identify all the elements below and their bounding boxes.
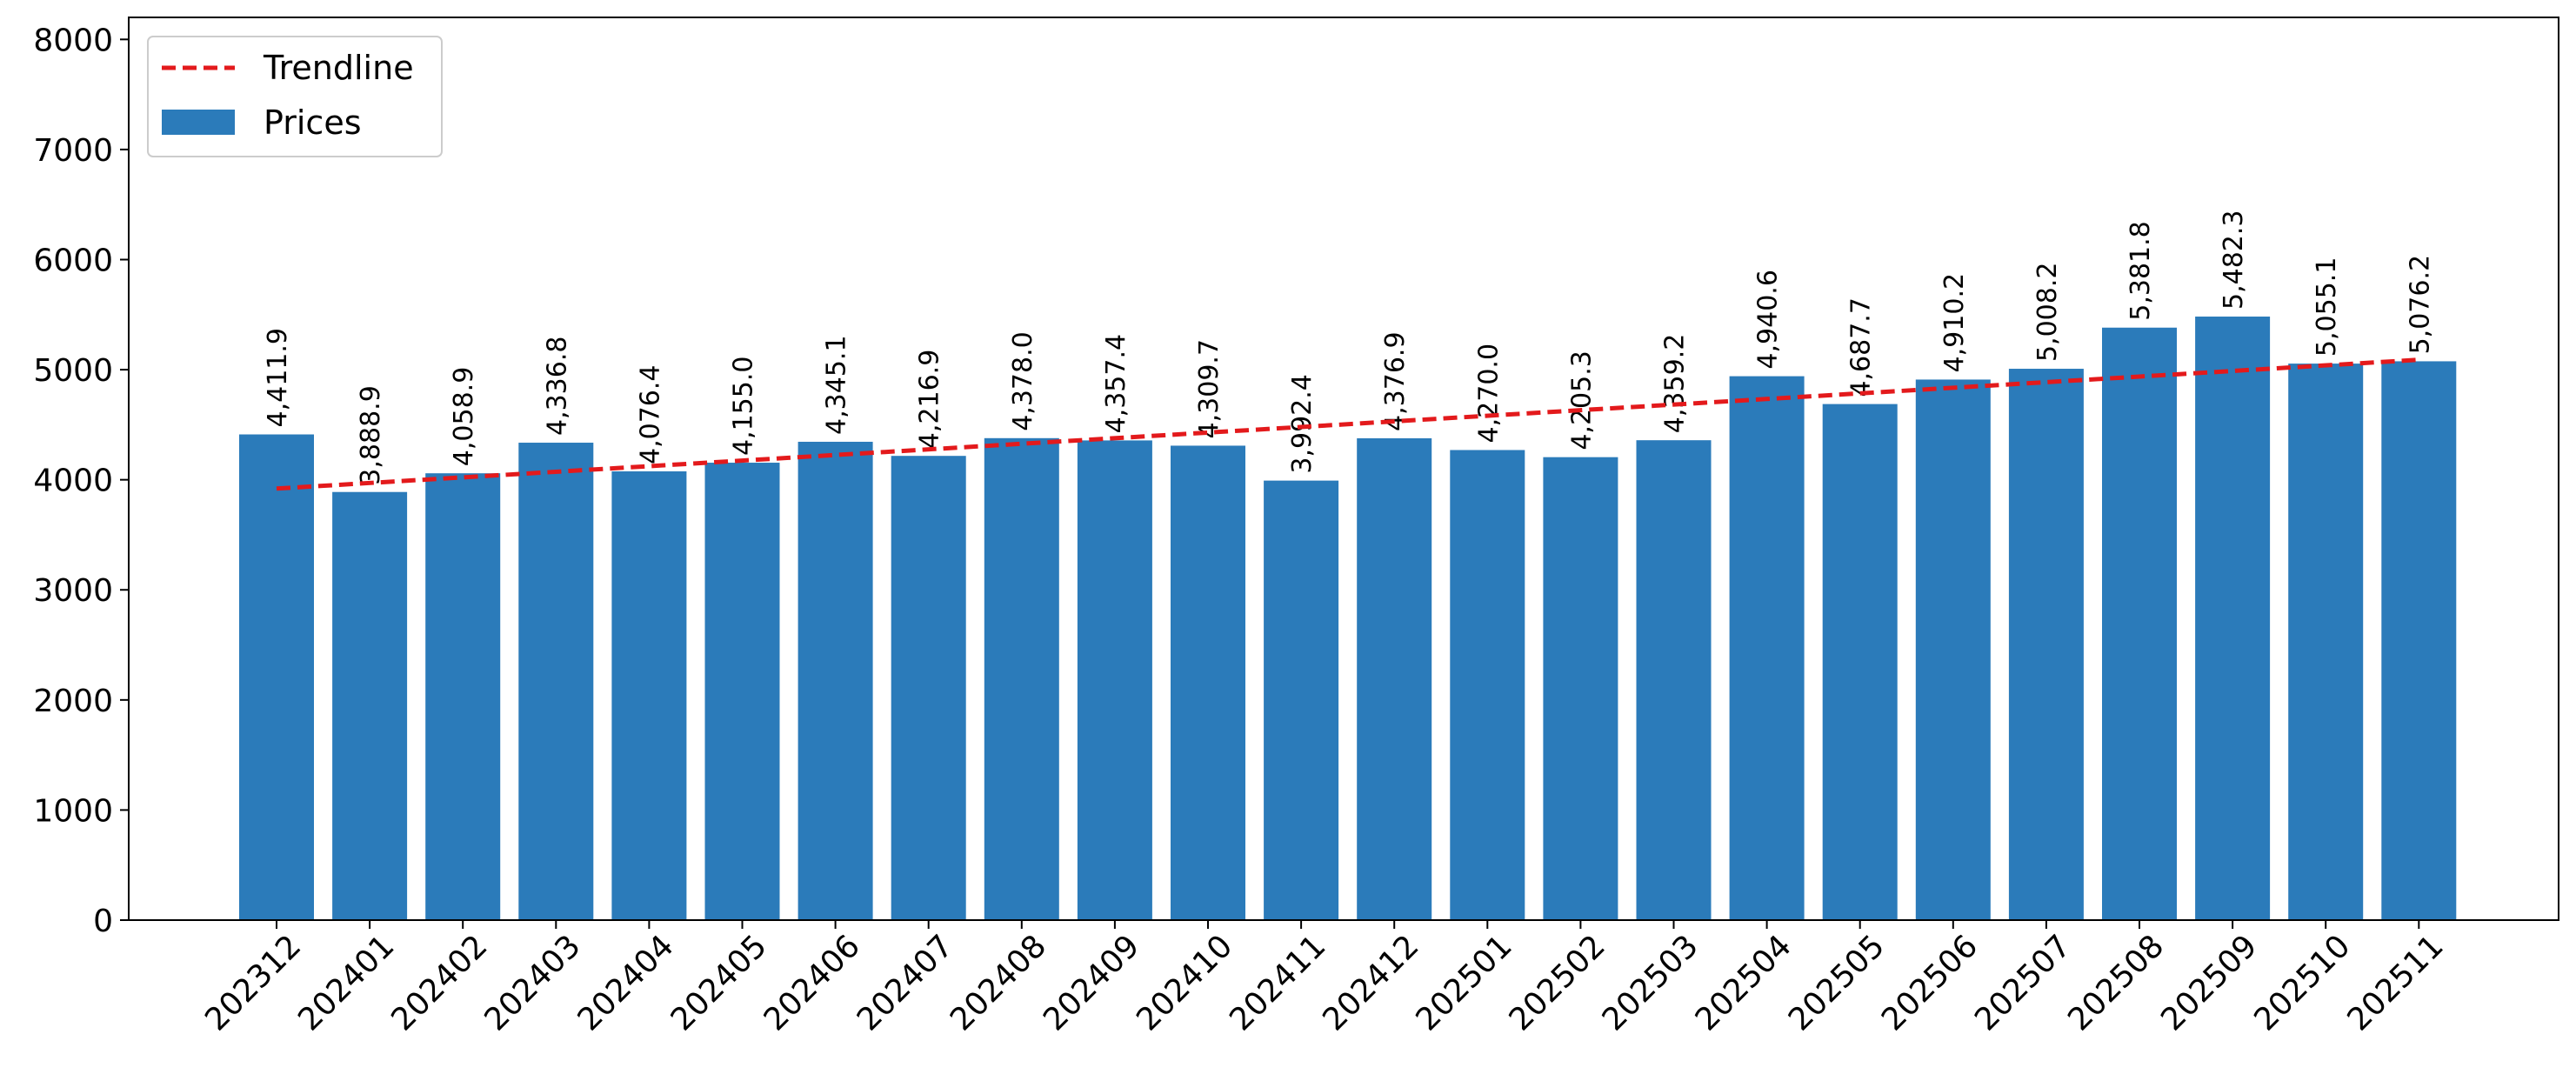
bar bbox=[1915, 379, 1991, 920]
bar-value-label: 4,411.9 bbox=[263, 328, 293, 428]
y-tick-label: 1000 bbox=[33, 793, 113, 829]
bar bbox=[2195, 317, 2271, 920]
legend-trendline-label: Trendline bbox=[263, 49, 414, 87]
bar bbox=[1822, 404, 1898, 920]
trendline bbox=[276, 357, 2419, 491]
legend-prices-swatch bbox=[162, 110, 235, 135]
plot-frame bbox=[128, 17, 2559, 921]
bar bbox=[797, 441, 873, 920]
y-tick-label: 5000 bbox=[33, 353, 113, 389]
bar bbox=[239, 434, 314, 920]
bar-value-label: 4,357.4 bbox=[1101, 334, 1131, 434]
bar bbox=[518, 443, 594, 920]
bar-value-label: 4,270.0 bbox=[1473, 344, 1504, 444]
bar bbox=[332, 491, 408, 920]
bar-value-label: 4,205.3 bbox=[1566, 350, 1597, 450]
bar-value-label: 4,910.2 bbox=[1939, 273, 1970, 373]
bar bbox=[984, 437, 1059, 920]
bar bbox=[1357, 437, 1432, 921]
bar bbox=[1636, 440, 1712, 920]
bar bbox=[1171, 445, 1245, 920]
bar-value-label: 4,359.2 bbox=[1660, 334, 1691, 434]
bar bbox=[891, 456, 966, 920]
bar bbox=[425, 473, 501, 920]
bar-value-label: 4,216.9 bbox=[915, 350, 945, 450]
bar-value-label: 4,376.9 bbox=[1380, 331, 1411, 431]
bar-value-label: 5,008.2 bbox=[2032, 263, 2063, 363]
bar-value-label: 5,482.3 bbox=[2219, 210, 2249, 310]
bar bbox=[1729, 376, 1805, 920]
bar-value-label: 3,888.9 bbox=[356, 385, 386, 485]
bar-value-label: 4,058.9 bbox=[449, 367, 479, 467]
y-tick-label: 3000 bbox=[33, 573, 113, 609]
bars-layer bbox=[239, 317, 2457, 921]
y-axis: 0 1000 2000 3000 4000 5000 6000 7000 8000 bbox=[33, 23, 129, 939]
bar bbox=[611, 470, 687, 920]
bar-value-label: 4,378.0 bbox=[1008, 331, 1038, 431]
bar bbox=[1543, 457, 1618, 920]
trendline-layer bbox=[276, 357, 2419, 491]
bar-labels-layer: 4,411.9 3,888.9 4,058.9 4,336.8 4,076.4 4,155… bbox=[263, 210, 2435, 485]
y-tick-label: 6000 bbox=[33, 243, 113, 278]
bar-value-label: 5,055.1 bbox=[2312, 257, 2342, 357]
bar-value-label: 4,309.7 bbox=[1194, 339, 1225, 439]
y-tick-label: 7000 bbox=[33, 133, 113, 169]
bar bbox=[1077, 440, 1152, 920]
y-tick-label: 0 bbox=[93, 904, 113, 939]
bar bbox=[2381, 361, 2457, 920]
bar bbox=[2102, 327, 2177, 920]
bar-value-label: 4,076.4 bbox=[635, 364, 665, 464]
legend-prices-label: Prices bbox=[264, 103, 362, 142]
bar bbox=[2288, 364, 2364, 920]
bar bbox=[2008, 369, 2084, 920]
bar-value-label: 3,992.4 bbox=[1287, 374, 1318, 474]
bar-value-label: 4,940.6 bbox=[1753, 270, 1784, 370]
bar-value-label: 4,155.0 bbox=[729, 357, 759, 457]
bar-value-label: 4,336.8 bbox=[542, 337, 572, 437]
bar-value-label: 4,687.7 bbox=[1846, 297, 1877, 397]
y-tick-label: 4000 bbox=[33, 464, 113, 499]
bar bbox=[1450, 450, 1525, 920]
bar-value-label: 5,381.8 bbox=[2126, 221, 2156, 321]
y-tick-label: 8000 bbox=[33, 23, 113, 58]
y-tick-label: 2000 bbox=[33, 684, 113, 719]
legend: Trendline Prices bbox=[147, 36, 443, 157]
bar-value-label: 5,076.2 bbox=[2405, 255, 2435, 355]
bar bbox=[704, 463, 780, 920]
bar bbox=[1264, 480, 1339, 920]
bar-value-label: 4,345.1 bbox=[822, 335, 852, 435]
